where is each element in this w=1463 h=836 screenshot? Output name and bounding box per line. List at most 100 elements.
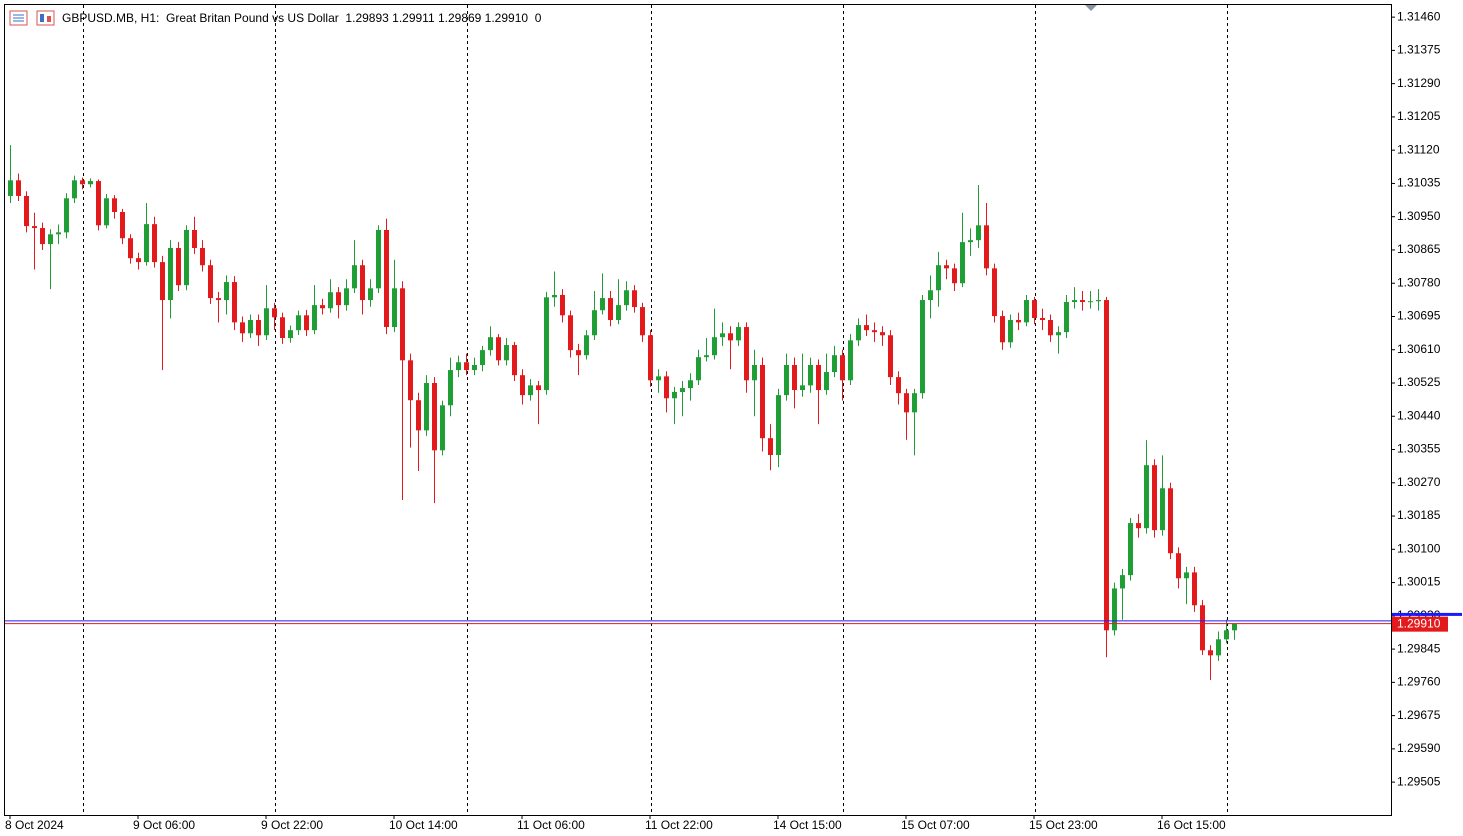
x-tick-label: 9 Oct 06:00 — [133, 818, 195, 832]
candle-body — [400, 288, 405, 361]
y-tick-label: 1.31205 — [1397, 109, 1441, 123]
candle-body — [1104, 300, 1109, 631]
candle-body — [504, 345, 509, 361]
candle-body — [544, 297, 549, 391]
candle-body — [72, 180, 77, 199]
candle-body — [824, 372, 829, 391]
candle-body — [512, 345, 517, 376]
candle-body — [760, 365, 765, 439]
candle-body — [1072, 300, 1077, 302]
ask-label-bg — [1392, 612, 1462, 616]
candle-body — [1216, 639, 1221, 656]
candle-body — [96, 181, 101, 226]
candle-body — [1056, 332, 1061, 336]
candle-body — [992, 268, 997, 317]
candle-body — [968, 240, 973, 243]
candle-body — [392, 288, 397, 328]
candle-body — [616, 305, 621, 320]
x-tick-label: 11 Oct 22:00 — [645, 818, 713, 832]
candle-body — [864, 325, 869, 331]
candle-body — [1040, 318, 1045, 320]
y-tick-label: 1.29760 — [1397, 675, 1441, 689]
candle-body — [768, 438, 773, 455]
candle-body — [288, 330, 293, 338]
y-tick-label: 1.30100 — [1397, 541, 1441, 555]
candle-body — [688, 380, 693, 389]
candle-body — [792, 365, 797, 391]
candle-body — [328, 292, 333, 309]
candle-body — [776, 395, 781, 455]
candle-body — [1192, 572, 1197, 606]
candle-body — [704, 355, 709, 358]
candle-body — [80, 180, 85, 185]
candle-body — [752, 365, 757, 381]
candle-body — [576, 350, 581, 356]
candle-body — [624, 290, 629, 306]
candle-body — [736, 327, 741, 341]
candle-body — [120, 212, 125, 239]
candle-body — [64, 198, 69, 233]
candle-body — [664, 376, 669, 399]
x-tick-label: 11 Oct 06:00 — [517, 818, 585, 832]
candle-body — [248, 320, 253, 334]
candle-body — [712, 337, 717, 356]
candle-body — [1224, 630, 1229, 640]
candle-body — [48, 234, 53, 245]
candle-body — [264, 308, 269, 336]
candle-body — [272, 308, 277, 318]
candle-body — [728, 333, 733, 341]
x-tick-label: 15 Oct 23:00 — [1029, 818, 1098, 832]
candle-body — [1048, 320, 1053, 336]
candle-body — [568, 315, 573, 351]
price-label: 1.29910 — [1397, 616, 1441, 630]
candle-body — [40, 228, 45, 245]
candle-body — [680, 388, 685, 392]
candle-body — [32, 226, 37, 229]
candle-body — [16, 180, 21, 196]
candle-body — [1136, 523, 1141, 529]
x-tick-label: 10 Oct 14:00 — [389, 818, 458, 832]
candle-body — [448, 370, 453, 406]
candle-body — [520, 375, 525, 396]
candle-body — [840, 355, 845, 381]
candle-body — [832, 355, 837, 373]
x-tick-label: 16 Oct 15:00 — [1157, 818, 1226, 832]
shift-marker — [1085, 5, 1097, 11]
candle-body — [1184, 572, 1189, 579]
candle-body — [952, 268, 957, 284]
y-tick-label: 1.31120 — [1397, 142, 1440, 156]
candle-body — [1128, 523, 1133, 576]
candle-body — [336, 292, 341, 306]
y-tick-label: 1.31460 — [1397, 9, 1441, 23]
candle-body — [608, 298, 613, 320]
icon — [36, 10, 55, 26]
y-tick-label: 1.31290 — [1397, 76, 1441, 90]
candle-body — [1032, 300, 1037, 319]
candle-body — [232, 282, 237, 323]
candle-body — [784, 365, 789, 396]
candle-body — [376, 230, 381, 289]
x-tick-label: 14 Oct 15:00 — [773, 818, 842, 832]
y-tick-label: 1.30695 — [1397, 309, 1441, 323]
x-tick-label: 9 Oct 22:00 — [261, 818, 323, 832]
candle-body — [984, 225, 989, 269]
candle-body — [128, 238, 133, 259]
candle-body — [648, 335, 653, 381]
candle-body — [296, 315, 301, 331]
y-tick-label: 1.30950 — [1397, 209, 1441, 223]
candle-body — [720, 333, 725, 338]
x-tick-label: 15 Oct 07:00 — [901, 818, 970, 832]
candle-body — [1120, 575, 1125, 589]
candle-body — [304, 315, 309, 331]
candle-body — [352, 265, 357, 289]
candle-body — [88, 181, 93, 185]
candle-body — [976, 225, 981, 241]
y-tick-label: 1.29675 — [1397, 708, 1441, 722]
candle-body — [1064, 302, 1069, 333]
candle-body — [112, 198, 117, 212]
candle-body — [160, 262, 165, 301]
candle-body — [240, 322, 245, 334]
candle-body — [848, 340, 853, 381]
candle-body — [1144, 465, 1149, 529]
